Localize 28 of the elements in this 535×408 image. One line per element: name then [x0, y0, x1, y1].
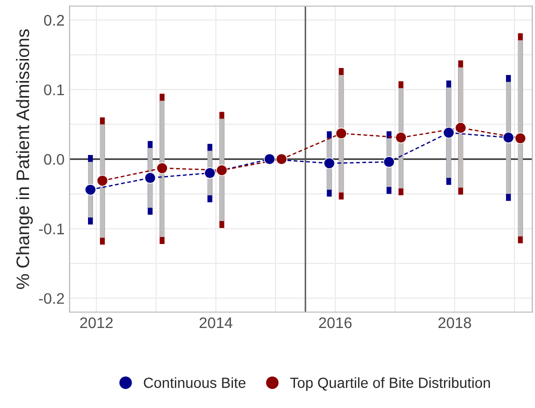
y-tick-label: -0.2: [39, 293, 64, 304]
point: [383, 156, 395, 168]
point: [216, 164, 228, 176]
y-tick-label: 0.1: [44, 84, 64, 96]
y-tick-label: 0.0: [44, 154, 64, 165]
x-tick-label: 2018: [438, 317, 472, 328]
point: [514, 132, 526, 144]
y-tick-label: 0.2: [44, 14, 64, 26]
point: [502, 132, 514, 144]
legend-label: Top Quartile of Bite Distribution: [290, 377, 490, 391]
point: [324, 158, 336, 170]
point: [144, 172, 156, 184]
point: [276, 153, 288, 165]
x-tick-label: 2014: [200, 317, 232, 328]
point: [264, 153, 276, 165]
y-axis-title: % Change in Patient Admissions: [16, 29, 33, 289]
y-tick-label: -0.1: [39, 224, 64, 234]
point: [454, 122, 466, 134]
point: [96, 174, 108, 186]
point: [204, 167, 216, 179]
point: [336, 128, 347, 140]
point: [442, 126, 454, 138]
x-tick-label: 2012: [80, 317, 113, 328]
point: [156, 162, 168, 174]
x-tick-label: 2016: [319, 317, 352, 328]
point: [395, 132, 407, 144]
point: [84, 184, 96, 196]
legend-label: Continuous Bite: [144, 377, 246, 388]
